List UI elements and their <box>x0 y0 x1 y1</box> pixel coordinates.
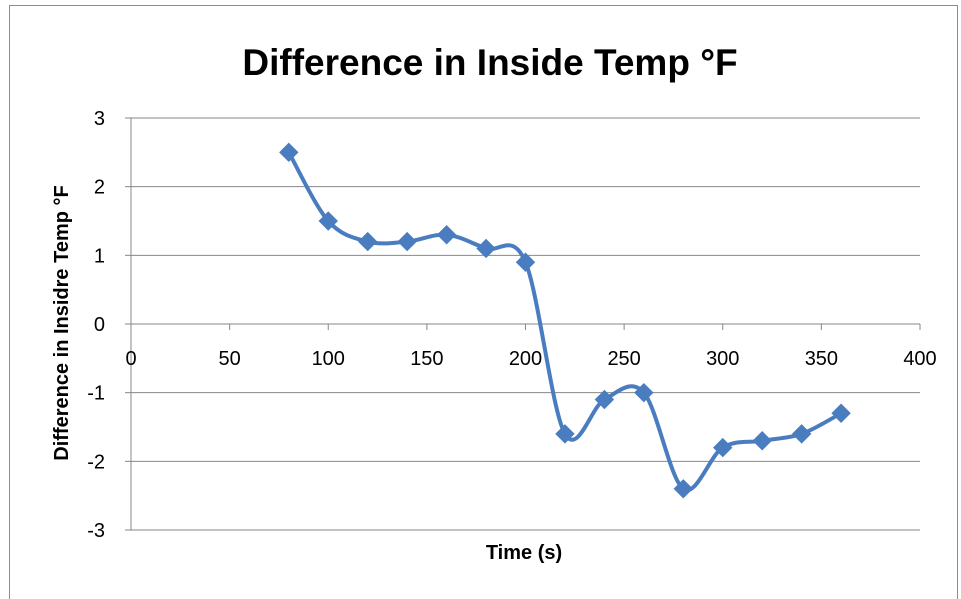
y-tick-label: 0 <box>94 314 105 336</box>
x-tick-label: 100 <box>312 348 345 370</box>
x-tick-label: 250 <box>607 348 640 370</box>
data-point-marker-80 <box>279 142 299 163</box>
x-tick-label: 300 <box>706 348 739 370</box>
data-point-marker-300 <box>713 437 733 458</box>
x-tick-label: 350 <box>805 348 838 370</box>
data-point-marker-160 <box>436 225 457 245</box>
data-series <box>279 142 851 499</box>
y-tick-label: 3 <box>94 108 105 130</box>
y-tick-label: -3 <box>87 520 105 542</box>
data-point-marker-200 <box>515 252 536 272</box>
y-tick-label: 1 <box>94 245 105 267</box>
chart-frame <box>9 5 958 599</box>
axes: 3 2 1 0 -1 -2 -3 0 50 100 150 200 250 300 350 400 <box>87 108 936 542</box>
y-tick-label: -2 <box>87 451 105 473</box>
data-point-marker-120 <box>357 231 378 252</box>
data-point-marker-360 <box>831 403 851 423</box>
data-point-marker-340 <box>791 424 812 444</box>
x-axis-title: Time (s) <box>486 542 562 564</box>
data-point-marker-260 <box>634 382 654 403</box>
data-point-marker-240 <box>594 389 615 410</box>
x-tick-label: 200 <box>509 348 542 370</box>
chart-title: Difference in Inside Temp °F <box>242 42 737 83</box>
x-tick-label: 150 <box>410 348 443 370</box>
y-axis-title: Difference in Insidre Temp °F <box>51 185 73 460</box>
data-point-marker-220 <box>555 424 575 444</box>
data-point-marker-140 <box>397 231 417 252</box>
data-point-marker-320 <box>752 431 772 451</box>
data-point-marker-280 <box>673 479 694 499</box>
y-tick-label: 2 <box>94 177 105 199</box>
data-point-marker-100 <box>318 211 338 231</box>
data-point-marker-180 <box>476 238 496 259</box>
x-tick-label: 50 <box>219 348 241 370</box>
x-tick-label: 0 <box>125 348 136 370</box>
x-tick-label: 400 <box>903 348 936 370</box>
y-tick-label: -1 <box>87 383 105 405</box>
